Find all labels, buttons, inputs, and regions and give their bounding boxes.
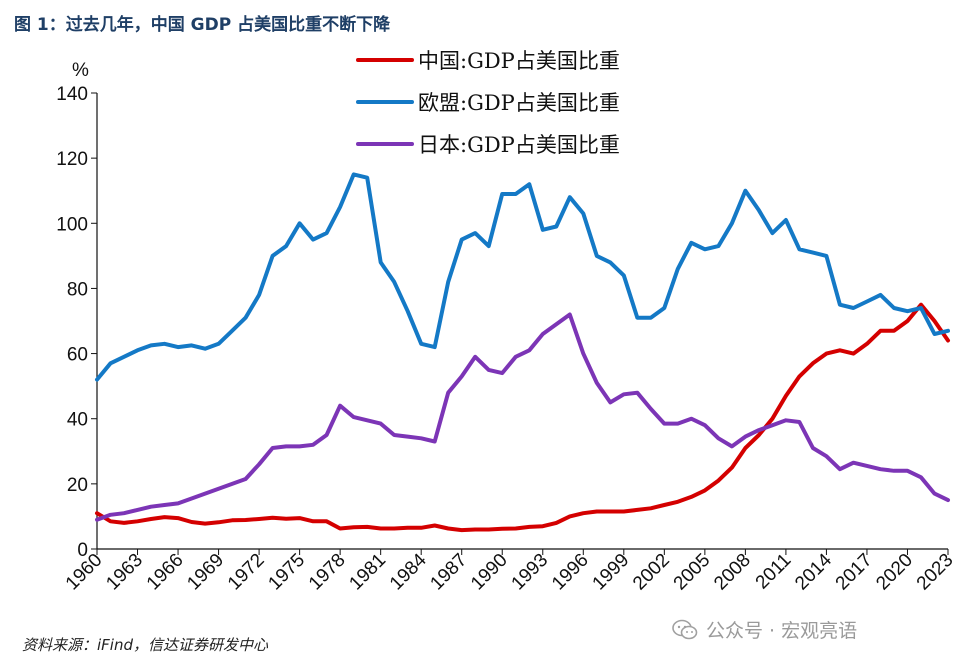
x-tick-label: 2017	[832, 550, 877, 595]
x-tick-label: 1984	[386, 549, 431, 594]
y-tick-label: 60	[67, 345, 88, 366]
legend-label-2: 日本:GDP占美国比重	[418, 133, 620, 157]
x-tick-label: 1987	[427, 550, 472, 595]
x-tick-label: 1999	[589, 550, 634, 595]
x-tick-label: 1981	[345, 550, 390, 595]
x-tick-label: 1993	[508, 550, 553, 595]
x-tick-label: 1972	[224, 550, 269, 595]
series-line-2	[95, 312, 950, 522]
y-tick-label: 20	[67, 475, 88, 496]
x-tick-label: 2011	[752, 550, 796, 594]
legend-label-1: 欧盟:GDP占美国比重	[418, 91, 620, 115]
y-tick-label: 80	[67, 279, 88, 300]
y-axis-unit: %	[72, 60, 89, 81]
x-tick-label: 2002	[629, 550, 674, 595]
x-tick-label: 2008	[710, 550, 755, 595]
y-tick-label: 120	[56, 149, 88, 170]
x-tick-label: 1978	[305, 550, 350, 595]
watermark-text: 公众号 · 宏观亮语	[706, 620, 858, 642]
x-tick-label: 1969	[183, 550, 228, 595]
x-tick-label: 1963	[102, 550, 147, 595]
series-line-1	[95, 172, 950, 382]
series-lines	[95, 172, 950, 533]
source-note: 资料来源：iFind，信达证券研发中心	[22, 636, 268, 654]
y-tick-label: 0	[77, 540, 88, 561]
x-tick-label: 1996	[548, 550, 593, 595]
y-tick-label: 140	[56, 84, 88, 105]
y-tick-label: 100	[56, 214, 88, 235]
y-tick-label: 40	[67, 410, 88, 431]
x-tick-label: 1975	[264, 550, 309, 595]
figure-title: 图 1：过去几年，中国 GDP 占美国比重不断下降	[14, 15, 391, 35]
wechat-icon	[672, 619, 698, 639]
x-tick-label: 2023	[913, 550, 958, 595]
watermark: 公众号 · 宏观亮语	[672, 616, 857, 643]
series-line-0	[95, 302, 950, 533]
x-tick-label: 2020	[872, 550, 917, 595]
legend-label-0: 中国:GDP占美国比重	[418, 49, 620, 73]
x-tick-label: 1966	[143, 550, 188, 595]
x-tick-label: 1990	[467, 550, 512, 595]
x-tick-label: 2005	[670, 550, 715, 595]
x-tick-label: 2014	[791, 549, 836, 594]
x-tick-label: 1960	[62, 550, 107, 595]
